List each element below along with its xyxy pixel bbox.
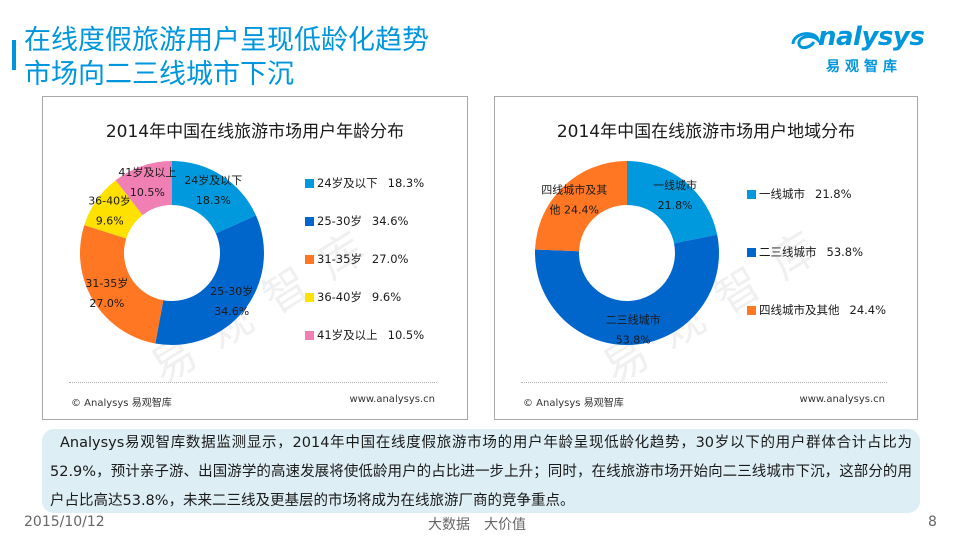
legend-item: 二三线城市 53.8% <box>747 244 863 260</box>
age-donut-chart: 24岁及以下 18.3% 25-30岁 34.6% 31-35岁 27.0% 36-40岁 9… <box>79 161 264 345</box>
slice-value-label: 18.3% <box>196 194 231 207</box>
legend-item: 四线城市及其他 24.4% <box>747 302 886 318</box>
legend-label: 31-35岁 <box>317 252 362 266</box>
legend-swatch-icon <box>305 330 314 340</box>
legend-swatch-icon <box>747 247 756 257</box>
legend-value: 53.8% <box>826 245 864 259</box>
legend-label: 25-30岁 <box>317 214 362 228</box>
donut-slice <box>155 215 264 345</box>
legend-swatch-icon <box>305 254 314 264</box>
logo-brand-text: nalysys <box>818 22 925 52</box>
slide-title-line-2: 市场向二三线城市下沉 <box>24 59 294 90</box>
legend-item: 24岁及以下 18.3% <box>305 175 424 191</box>
slice-value-label: 10.5% <box>130 186 165 199</box>
logo-sub-text: 易观智库 <box>826 59 902 75</box>
legend-label: 24岁及以下 <box>317 176 378 190</box>
panel-copyright: © Analysys 易观智库 <box>71 398 172 409</box>
legend-item: 36-40岁 9.6% <box>305 289 401 305</box>
legend-label: 二三线城市 <box>759 245 817 259</box>
slide-title-line-1: 在线度假旅游用户呈现低龄化趋势 <box>24 25 429 56</box>
donut-slice <box>535 161 627 252</box>
panel-url: www.analysys.cn <box>799 394 885 405</box>
slice-category-label: 41岁及以上 <box>118 165 176 179</box>
donut-slice <box>79 225 164 344</box>
legend-swatch-icon <box>747 305 756 315</box>
panel-url: www.analysys.cn <box>349 394 435 405</box>
legend-swatch-icon <box>305 292 314 302</box>
legend-value: 21.8% <box>815 187 852 201</box>
panel-divider <box>69 382 437 383</box>
slice-category-label: 四线城市及其 <box>541 182 607 196</box>
slice-category-label: 24岁及以下 <box>184 173 242 187</box>
legend-item: 一线城市 21.8% <box>747 186 852 202</box>
donut-slice <box>535 234 719 345</box>
region-chart-title: 2014年中国在线旅游市场用户地域分布 <box>556 122 856 142</box>
panel-copyright: © Analysys 易观智库 <box>523 398 624 409</box>
age-distribution-panel: 易观智库 2014年中国在线旅游市场用户年龄分布 24岁及以下 18.3% 25-3… <box>42 96 468 420</box>
legend-item: 25-30岁 34.6% <box>305 213 408 229</box>
legend-label: 四线城市及其他 <box>759 303 840 317</box>
slice-value-label: 34.6% <box>214 305 249 318</box>
legend-label: 一线城市 <box>759 187 805 201</box>
footer-slogan: 大数据 大价值 <box>428 517 526 533</box>
summary-box: Analysys易观智库数据监测显示，2014年中国在线度假旅游市场的用户年龄呈… <box>42 429 920 513</box>
legend-label: 36-40岁 <box>317 290 362 304</box>
slide-title: 在线度假旅游用户呈现低龄化趋势 市场向二三线城市下沉 <box>24 24 429 92</box>
legend-label: 41岁及以上 <box>317 328 378 342</box>
slice-value-label: 53.8% <box>616 334 651 347</box>
slice-value-label: 9.6% <box>96 214 124 227</box>
panel-divider <box>521 382 887 383</box>
slice-category-label: 二三线城市 <box>606 313 661 327</box>
legend-item: 31-35岁 27.0% <box>305 251 408 267</box>
title-accent-bar <box>12 40 16 70</box>
legend-value: 10.5% <box>387 328 425 342</box>
region-distribution-panel: 易观智库 2014年中国在线旅游市场用户地域分布 一线城市 21.8% 二三线城市 5… <box>494 96 918 420</box>
donut-slice <box>627 161 718 244</box>
legend-value: 34.6% <box>371 214 409 228</box>
age-chart-title: 2014年中国在线旅游市场用户年龄分布 <box>105 122 405 142</box>
logo-swoosh-icon <box>791 32 820 50</box>
slice-category-label: 36-40岁 <box>88 193 131 207</box>
legend-value: 24.4% <box>849 303 887 317</box>
page-number: 8 <box>928 514 937 530</box>
slice-category-label: 一线城市 <box>653 178 697 192</box>
legend-swatch-icon <box>305 216 314 226</box>
slice-value-label: 他 24.4% <box>550 203 599 216</box>
slice-value-label: 21.8% <box>658 199 693 212</box>
legend-value: 9.6% <box>371 290 402 304</box>
footer-date: 2015/10/12 <box>24 514 105 530</box>
legend-item: 41岁及以上 10.5% <box>305 327 424 343</box>
donut-slice <box>172 161 256 234</box>
legend-swatch-icon <box>305 178 314 188</box>
slice-category-label: 31-35岁 <box>85 276 128 290</box>
donut-slice <box>115 161 172 216</box>
slice-value-label: 27.0% <box>89 297 124 310</box>
region-donut-chart: 一线城市 21.8% 二三线城市 53.8% 四线城市及其他 24.4% <box>535 161 719 347</box>
legend-value: 27.0% <box>371 252 409 266</box>
legend-value: 18.3% <box>387 176 425 190</box>
legend-swatch-icon <box>747 189 756 199</box>
summary-text: Analysys易观智库数据监测显示，2014年中国在线度假旅游市场的用户年龄呈… <box>50 435 912 509</box>
slice-category-label: 25-30岁 <box>210 284 253 298</box>
analysys-logo: nalysys 易观智库 <box>791 22 932 82</box>
donut-slice <box>84 180 143 239</box>
